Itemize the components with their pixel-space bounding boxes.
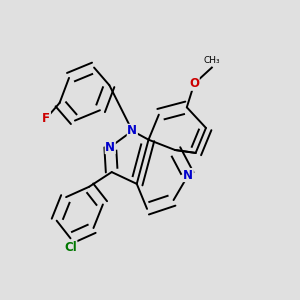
Text: CH₃: CH₃ (203, 56, 220, 64)
Text: F: F (42, 112, 50, 125)
Text: O: O (189, 77, 199, 90)
Text: Cl: Cl (64, 241, 77, 254)
Text: N: N (183, 169, 193, 182)
Text: N: N (127, 124, 137, 137)
Text: N: N (105, 141, 115, 154)
